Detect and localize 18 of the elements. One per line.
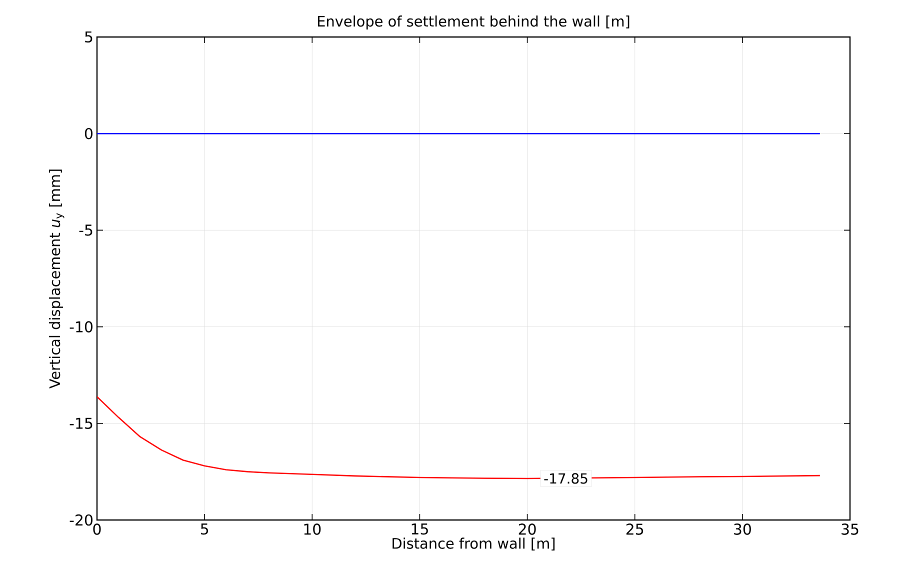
chart-title: Envelope of settlement behind the wall [m]: [318, 16, 630, 30]
y-tick-label: -10: [70, 321, 92, 332]
x-tick-label: 10: [304, 524, 321, 535]
x-tick-label: 35: [842, 524, 858, 535]
x-tick-label: 20: [518, 524, 536, 535]
y-tick-label: 0: [84, 128, 92, 140]
y-tick-label: -20: [70, 514, 92, 526]
x-axis-title: Distance from wall [m]: [392, 538, 555, 551]
y-axis-title: Vertical displacement u$_{y}$ [mm]: [48, 170, 64, 389]
y-tick-label: 5: [85, 31, 92, 43]
x-tick-label: 25: [626, 524, 644, 535]
annotation: -17.85: [544, 473, 588, 484]
y-tick-label: -15: [70, 418, 92, 429]
x-tick-label: 0: [93, 524, 101, 535]
x-tick-label: 15: [412, 524, 428, 535]
x-tick-label: 30: [734, 524, 751, 535]
x-tick-label: 5: [200, 524, 208, 535]
y-tick-label: -5: [79, 224, 92, 236]
